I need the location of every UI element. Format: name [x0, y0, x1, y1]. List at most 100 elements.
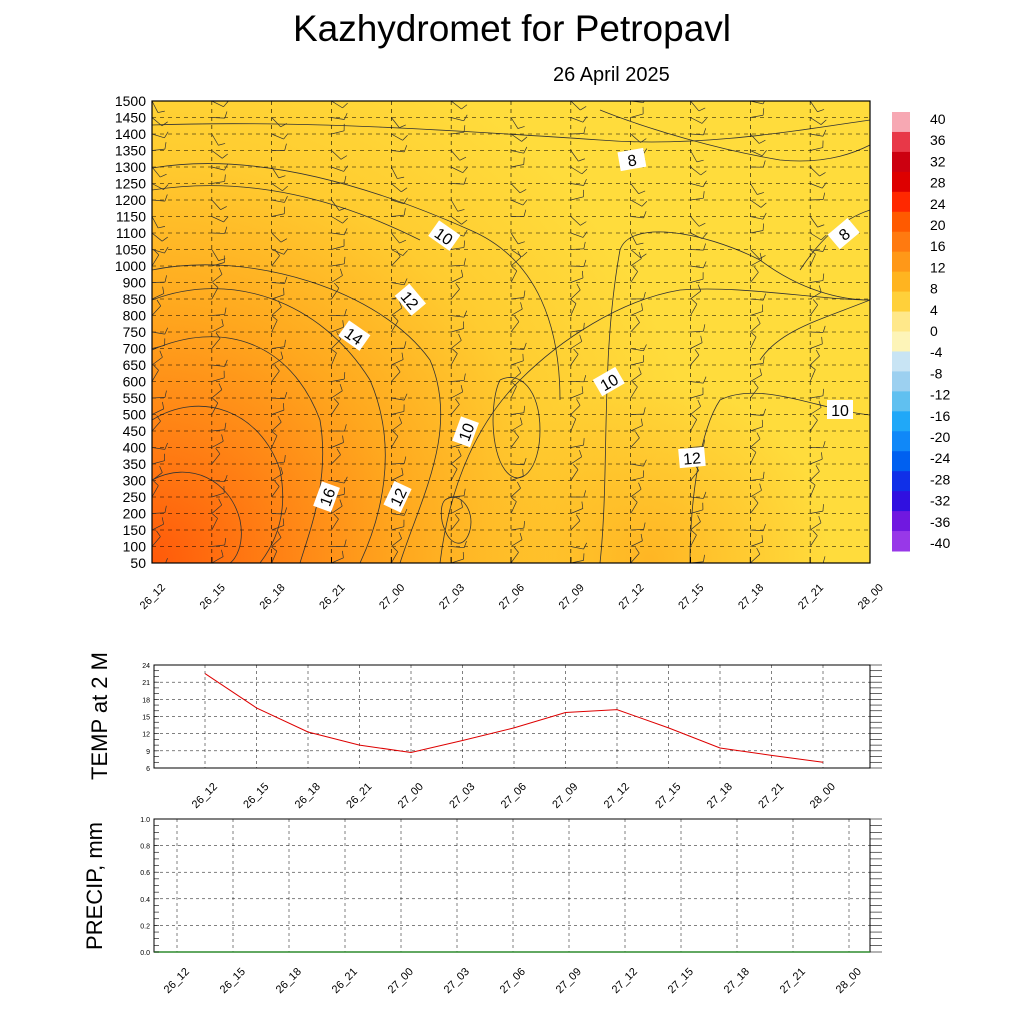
- wind-barb: [570, 298, 577, 316]
- colorbar-segment: [892, 151, 910, 173]
- wind-barb: [510, 458, 527, 466]
- wind-barb: [391, 467, 404, 481]
- colorbar-segment: [892, 511, 910, 532]
- wind-barb: [450, 333, 462, 349]
- y-tick-label: 700: [123, 341, 147, 357]
- wind-barb: [869, 430, 870, 431]
- wind-barb: [690, 299, 698, 316]
- wind-barb: [451, 541, 467, 549]
- wind-barb: [750, 408, 766, 416]
- wind-barb: [750, 381, 759, 399]
- y-tick-label: 300: [123, 473, 147, 489]
- wind-barb: [690, 101, 706, 112]
- wind-barb: [331, 476, 348, 484]
- wind-barb: [271, 546, 278, 563]
- colorbar-label: -16: [930, 408, 950, 424]
- colorbar-label: 32: [930, 153, 946, 169]
- precip-ylabel: PRECIP, mm: [82, 822, 107, 950]
- colorbar-label: -20: [930, 429, 950, 445]
- wind-barb: [869, 299, 870, 300]
- contour-label: 14: [338, 320, 371, 351]
- wind-barb: [450, 283, 460, 300]
- wind-barb: [630, 183, 646, 195]
- cross-section-panel: [151, 100, 871, 564]
- wind-barb: [630, 232, 644, 245]
- y-tick-label: 1300: [115, 159, 146, 175]
- wind-barb: [271, 315, 278, 333]
- wind-barb: [331, 372, 346, 382]
- wind-barb: [630, 407, 646, 415]
- wind-barb: [271, 206, 286, 217]
- wind-barb: [869, 381, 870, 382]
- wind-barb: [690, 414, 697, 432]
- wind-barb: [211, 447, 221, 465]
- wind-barb: [211, 370, 225, 382]
- wind-barb: [510, 469, 524, 481]
- wind-barb: [690, 284, 702, 300]
- wind-barb: [271, 403, 285, 415]
- temp-x-tick: 27_21: [756, 781, 786, 811]
- wind-barb: [869, 167, 870, 168]
- wind-barb: [271, 249, 280, 267]
- wind-barb: [211, 486, 225, 498]
- y-tick-label: 1400: [115, 126, 146, 142]
- wind-barb: [451, 125, 466, 135]
- x-tick-label: 27_12: [616, 582, 646, 612]
- wind-barb: [391, 546, 399, 563]
- svg-text:12: 12: [683, 450, 702, 468]
- wind-barb: [869, 331, 870, 332]
- wind-barb: [450, 449, 462, 465]
- colorbar-segment: [892, 251, 910, 273]
- wind-barb: [750, 368, 762, 382]
- y-tick-label: 400: [123, 440, 147, 456]
- wind-barb: [510, 117, 525, 129]
- colorbar-label: 28: [930, 175, 946, 191]
- colorbar-label: 36: [930, 132, 946, 148]
- temperature-ylabel: TEMP at 2 M: [87, 652, 112, 780]
- wind-barb: [271, 392, 288, 400]
- wind-barb: [391, 301, 403, 316]
- precip-x-tick: 26_15: [218, 966, 248, 996]
- wind-barb: [810, 325, 826, 333]
- wind-barb: [152, 505, 167, 514]
- contour-label: 16: [313, 481, 340, 513]
- y-tick-label: 550: [123, 390, 147, 406]
- wind-barb: [570, 126, 586, 135]
- wind-barb: [690, 261, 707, 269]
- colorbar-label: 8: [930, 281, 938, 297]
- colorbar-label: 12: [930, 259, 946, 275]
- wind-barb: [451, 321, 465, 333]
- wind-barb: [630, 266, 638, 283]
- wind-barb: [331, 150, 348, 160]
- wind-barb: [810, 192, 826, 201]
- wind-barb: [630, 522, 646, 531]
- wind-barb: [630, 470, 644, 481]
- wind-barb: [570, 438, 585, 448]
- temp-x-tick: 27_09: [550, 781, 580, 811]
- wind-barb: [750, 108, 765, 118]
- colorbar-segment: [892, 311, 910, 332]
- wind-barb: [690, 335, 703, 349]
- wind-barb: [750, 252, 763, 267]
- wind-barb: [331, 308, 347, 317]
- precip-y-tick: 0.6: [140, 870, 150, 877]
- wind-barb: [271, 183, 288, 192]
- temp-y-tick: 24: [142, 663, 150, 670]
- wind-barb: [152, 275, 167, 283]
- wind-barb: [809, 216, 825, 228]
- svg-text:8: 8: [626, 152, 638, 170]
- wind-barb: [211, 133, 226, 146]
- colorbar-label: -24: [930, 450, 950, 466]
- precip-x-tick: 26_21: [330, 966, 360, 996]
- wind-barb: [750, 199, 767, 208]
- wind-barb: [211, 101, 229, 107]
- precip-grid: [154, 819, 870, 952]
- wind-barb: [690, 117, 708, 124]
- temp-x-tick: 26_15: [241, 781, 271, 811]
- colorbar-segment: [892, 191, 910, 213]
- wind-barb: [810, 452, 823, 465]
- temp-y-tick: 18: [142, 697, 150, 704]
- colorbar-label: -28: [930, 471, 950, 487]
- wind-barb: [570, 334, 583, 349]
